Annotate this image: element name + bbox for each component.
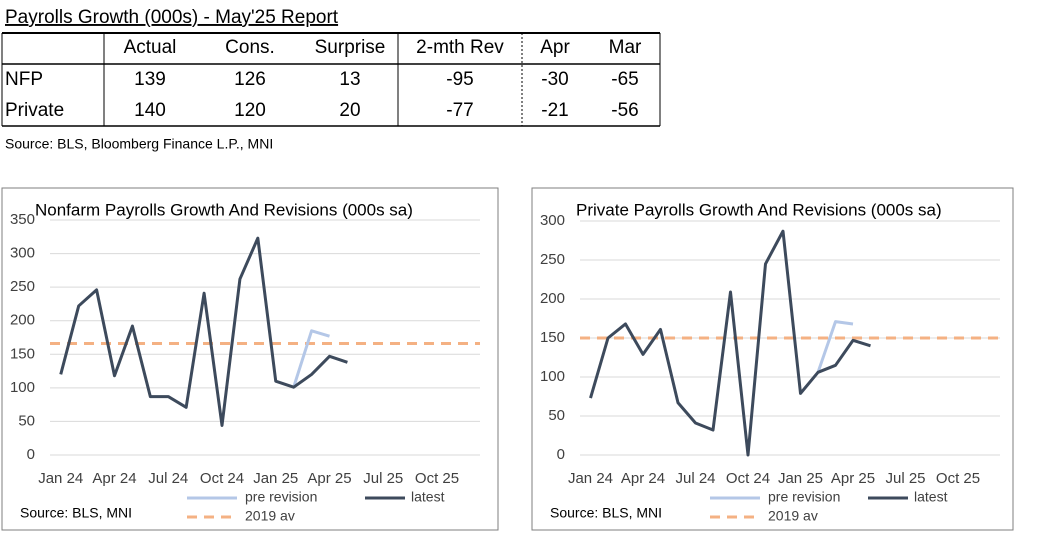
x-tick-label: Apr 24: [621, 470, 665, 487]
x-tick-label: Jan 25: [778, 470, 823, 487]
series-line: [589, 229, 871, 457]
cell: 13: [339, 69, 360, 90]
column-header: Mar: [609, 37, 642, 58]
table-source: Source: BLS, Bloomberg Finance L.P., MNI: [5, 136, 273, 152]
y-tick-label: 250: [10, 278, 35, 295]
column-header: Surprise: [315, 37, 386, 58]
y-tick-label: 300: [10, 245, 35, 262]
cell: 126: [234, 69, 266, 90]
y-tick-label: 50: [548, 407, 565, 424]
legend-label: 2019 av: [245, 508, 295, 524]
x-tick-label: Jan 24: [568, 470, 613, 487]
column-header: Apr: [540, 37, 570, 58]
y-tick-label: 150: [540, 329, 565, 346]
legend-label: pre revision: [768, 489, 840, 505]
series-line: [59, 236, 348, 427]
y-tick-label: 100: [540, 368, 565, 385]
x-tick-label: Jul 25: [885, 470, 925, 487]
x-tick-label: Jan 24: [38, 470, 83, 487]
y-tick-label: 0: [27, 446, 35, 463]
row-label: Private: [5, 100, 64, 121]
y-tick-label: 250: [540, 251, 565, 268]
chart-source: Source: BLS, MNI: [20, 505, 132, 521]
x-tick-label: Oct 25: [936, 470, 980, 487]
legend-label: latest: [914, 489, 948, 505]
column-header: Actual: [124, 37, 177, 58]
x-tick-label: Oct 25: [415, 470, 459, 487]
x-tick-label: Jul 24: [148, 470, 188, 487]
table-title: Payrolls Growth (000s) - May'25 Report: [5, 7, 339, 28]
x-tick-label: Apr 24: [92, 470, 136, 487]
cell: -21: [541, 100, 568, 121]
chart-frame: [1, 187, 499, 531]
cell: 139: [134, 69, 166, 90]
cell: 140: [134, 100, 166, 121]
series-line: [292, 329, 330, 388]
cell: 20: [339, 100, 360, 121]
series-line: [816, 320, 854, 373]
y-tick-label: 150: [10, 345, 35, 362]
row-label: NFP: [5, 69, 43, 90]
cell: -56: [611, 100, 638, 121]
cell: -77: [446, 100, 473, 121]
x-tick-label: Jan 25: [253, 470, 298, 487]
column-header: 2-mth Rev: [416, 37, 504, 58]
legend-label: pre revision: [245, 489, 317, 505]
y-tick-label: 350: [10, 211, 35, 228]
y-tick-label: 100: [10, 379, 35, 396]
y-tick-label: 300: [540, 212, 565, 229]
column-header: Cons.: [225, 37, 275, 58]
cell: -30: [541, 69, 568, 90]
y-tick-label: 50: [18, 412, 35, 429]
x-tick-label: Apr 25: [831, 470, 875, 487]
cell: -65: [611, 69, 638, 90]
legend-label: latest: [411, 489, 445, 505]
legend-label: 2019 av: [768, 508, 818, 524]
y-tick-label: 0: [557, 446, 565, 463]
chart-title: Nonfarm Payrolls Growth And Revisions (0…: [35, 200, 413, 219]
x-tick-label: Jul 24: [675, 470, 715, 487]
x-tick-label: Oct 24: [200, 470, 244, 487]
x-tick-label: Apr 25: [307, 470, 351, 487]
cell: -95: [446, 69, 473, 90]
chart-frame: [531, 187, 1014, 531]
y-tick-label: 200: [540, 290, 565, 307]
chart-source: Source: BLS, MNI: [550, 505, 662, 521]
chart-title: Private Payrolls Growth And Revisions (0…: [576, 200, 942, 219]
x-tick-label: Jul 25: [363, 470, 403, 487]
y-tick-label: 200: [10, 312, 35, 329]
x-tick-label: Oct 24: [726, 470, 770, 487]
table-frame: [1, 32, 661, 127]
cell: 120: [234, 100, 266, 121]
